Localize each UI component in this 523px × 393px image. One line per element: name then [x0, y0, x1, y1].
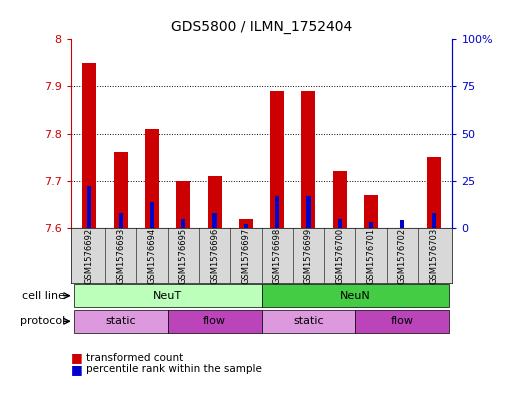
Bar: [167, 310, 262, 333]
Text: static: static: [293, 316, 324, 326]
Bar: [239, 219, 253, 228]
Text: GSM1576700: GSM1576700: [335, 228, 344, 283]
Text: ■: ■: [71, 363, 82, 376]
Bar: [181, 219, 185, 228]
Text: GSM1576698: GSM1576698: [272, 227, 282, 284]
Text: static: static: [105, 316, 136, 326]
Text: GSM1576702: GSM1576702: [398, 228, 407, 283]
Bar: [262, 310, 356, 333]
Bar: [176, 181, 190, 228]
Text: GSM1576696: GSM1576696: [210, 227, 219, 284]
Text: flow: flow: [391, 316, 414, 326]
Bar: [150, 202, 154, 228]
Text: transformed count: transformed count: [86, 353, 184, 363]
Bar: [244, 224, 248, 228]
Text: GSM1576695: GSM1576695: [179, 228, 188, 283]
Bar: [262, 284, 449, 307]
Bar: [212, 213, 217, 228]
Bar: [119, 213, 123, 228]
Bar: [369, 222, 373, 228]
Bar: [87, 186, 92, 228]
Bar: [301, 91, 315, 228]
Text: GSM1576693: GSM1576693: [116, 227, 125, 284]
Bar: [338, 219, 342, 228]
Bar: [333, 171, 347, 228]
Bar: [356, 310, 449, 333]
Bar: [74, 284, 262, 307]
Bar: [270, 91, 284, 228]
Text: cell line: cell line: [22, 291, 65, 301]
Text: ■: ■: [71, 351, 82, 364]
Text: percentile rank within the sample: percentile rank within the sample: [86, 364, 262, 375]
Bar: [113, 152, 128, 228]
Text: NeuT: NeuT: [153, 291, 182, 301]
Text: GSM1576699: GSM1576699: [304, 228, 313, 283]
Bar: [400, 220, 404, 228]
Bar: [275, 196, 279, 228]
Text: flow: flow: [203, 316, 226, 326]
Bar: [306, 196, 311, 228]
Text: GSM1576694: GSM1576694: [147, 228, 156, 283]
Text: GSM1576692: GSM1576692: [85, 228, 94, 283]
Bar: [145, 129, 159, 228]
Title: GDS5800 / ILMN_1752404: GDS5800 / ILMN_1752404: [171, 20, 352, 34]
Bar: [74, 310, 167, 333]
Text: GSM1576697: GSM1576697: [241, 227, 251, 284]
Text: GSM1576703: GSM1576703: [429, 227, 438, 284]
Text: GSM1576701: GSM1576701: [367, 228, 376, 283]
Bar: [82, 63, 96, 228]
Text: protocol: protocol: [20, 316, 65, 326]
Bar: [364, 195, 378, 228]
Text: NeuN: NeuN: [340, 291, 371, 301]
Bar: [431, 213, 436, 228]
Bar: [208, 176, 222, 228]
Bar: [427, 157, 441, 228]
